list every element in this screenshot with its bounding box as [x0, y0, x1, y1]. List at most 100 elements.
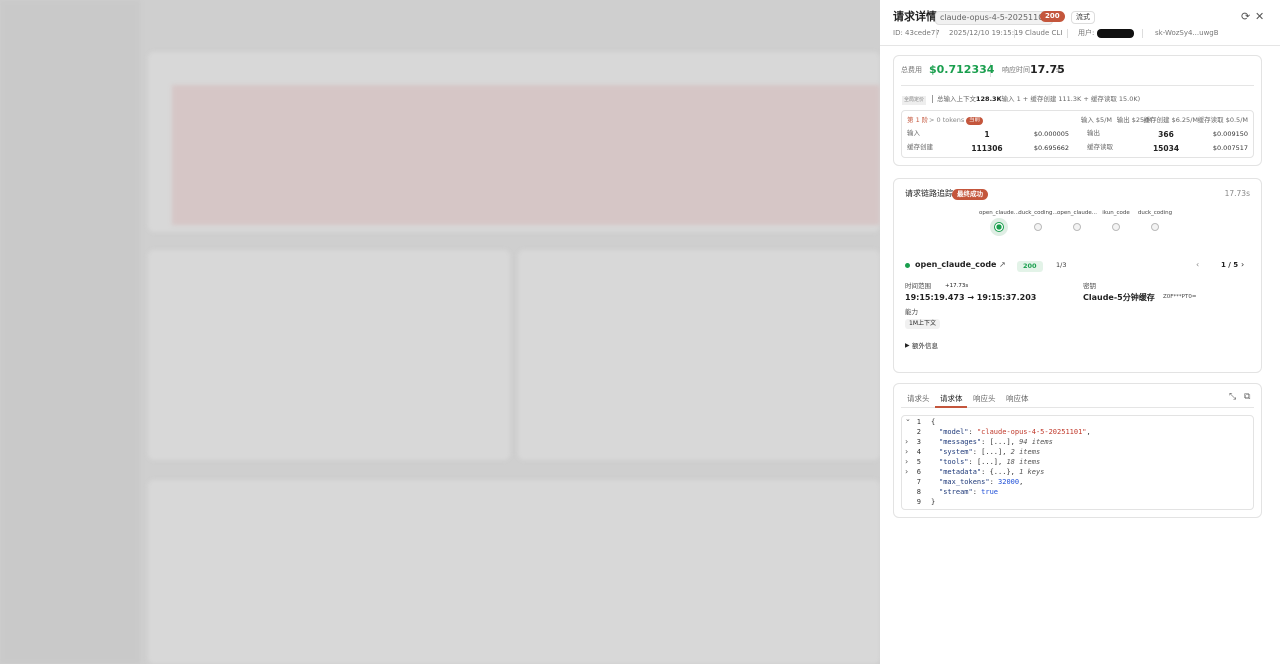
- usage-cost: $0.695662: [1033, 144, 1069, 152]
- pricing-tag: 全局定价: [902, 96, 927, 105]
- close-button[interactable]: ✕: [1255, 10, 1265, 23]
- line-number: 1: [916, 418, 921, 426]
- code-token: }: [931, 498, 936, 506]
- expand-icon[interactable]: ▶: [905, 342, 910, 349]
- separator: [1067, 29, 1068, 38]
- status-tag: 200: [1017, 261, 1043, 272]
- detail-panel: ⟳ ✕ ⤡ ⧉ 请求详情 claude-opus-4-5-20251101 200 流…: [880, 0, 1280, 664]
- fold-toggle[interactable]: ›: [905, 437, 909, 446]
- mode-tag: 流式: [1071, 11, 1095, 24]
- label: 响应时间: [1002, 66, 1030, 74]
- line-number: 5: [916, 458, 921, 466]
- attempt: 1/3: [1056, 261, 1067, 269]
- prev-button[interactable]: ‹: [1196, 260, 1200, 269]
- code-token: : {...},: [981, 468, 1015, 476]
- code-line: "messages": [...], 94 items: [939, 439, 1053, 446]
- usage-label: 输出: [1087, 129, 1100, 137]
- node-label: duck_coding...: [1018, 210, 1058, 216]
- status-dot: [905, 263, 910, 268]
- code-token: true: [981, 488, 999, 496]
- key-value: Z0F***PT0=: [1163, 294, 1197, 300]
- node-label: open_claude...: [978, 210, 1020, 216]
- usage-cost: $0.009150: [1212, 130, 1248, 138]
- code-token: "system": [939, 448, 973, 456]
- rate: 输出 $25/M: [1116, 116, 1152, 124]
- separator: [932, 95, 933, 103]
- code-token: 2 items: [1006, 448, 1041, 456]
- code-token: :: [972, 488, 982, 496]
- code-token: :: [989, 478, 999, 486]
- code-token: "claude-opus-4-5-20251101": [976, 428, 1087, 436]
- tab-underline: [935, 406, 967, 408]
- node[interactable]: [1073, 223, 1081, 231]
- status-tag: 200: [1040, 11, 1065, 22]
- node[interactable]: [1112, 223, 1120, 231]
- meta-text: 用户:: [1078, 29, 1095, 37]
- divider: [901, 407, 1254, 408]
- sidebar: [0, 0, 140, 664]
- extra-info[interactable]: 额外信息: [912, 342, 938, 350]
- log-card: [148, 480, 880, 664]
- separator: [1014, 29, 1015, 38]
- table-card: [518, 250, 880, 460]
- panel-title: 请求详情: [893, 10, 937, 23]
- tab[interactable]: 请求头: [907, 394, 930, 403]
- line-number: 8: [916, 488, 921, 496]
- divider: [880, 45, 1280, 46]
- rate: 输入 $5/M: [1080, 116, 1112, 124]
- trace-card: [893, 178, 1262, 373]
- node-active[interactable]: [994, 222, 1004, 232]
- body-card: [893, 383, 1262, 518]
- key-name: Claude-5分钟缓存: [1083, 293, 1155, 302]
- label: 密钥: [1083, 282, 1096, 290]
- code-line: {: [931, 419, 935, 426]
- collapse-button[interactable]: ⤡: [1229, 392, 1237, 402]
- code-line: "model": "claude-opus-4-5-20251101",: [939, 429, 1091, 436]
- fold-toggle[interactable]: ›: [905, 467, 909, 476]
- current-tag: 当前: [966, 117, 984, 125]
- code-line: "max_tokens": 32000,: [939, 479, 1023, 486]
- code-token: "tools": [939, 458, 969, 466]
- usage-label: 缓存读取: [1087, 143, 1113, 151]
- unit: s: [1056, 66, 1060, 74]
- fold-toggle[interactable]: ›: [905, 447, 909, 456]
- redaction: [1097, 29, 1134, 38]
- tab[interactable]: 响应头: [973, 394, 996, 403]
- result-tag: 最终成功: [952, 189, 988, 200]
- node-label: open_claude...: [1056, 210, 1098, 216]
- tier-box: [901, 110, 1254, 158]
- separator: [1142, 29, 1143, 38]
- refresh-button[interactable]: ⟳: [1241, 10, 1251, 23]
- code-token: "metadata": [939, 468, 982, 476]
- node-label: ikun_code: [1102, 210, 1130, 216]
- heatmap: [172, 85, 880, 225]
- tab[interactable]: 响应体: [1006, 394, 1029, 403]
- divider: [901, 85, 1254, 86]
- tab[interactable]: 请求体: [940, 394, 963, 403]
- divider: [990, 63, 991, 77]
- code-token: 32000: [998, 478, 1020, 486]
- table-card: [148, 250, 510, 460]
- code-token: "max_tokens": [939, 478, 990, 486]
- capability-tag: 1M上下文: [905, 319, 940, 329]
- copy-button[interactable]: ⧉: [1244, 392, 1251, 402]
- code-line: }: [931, 499, 935, 506]
- node[interactable]: [1034, 223, 1042, 231]
- usage-tokens: 1: [984, 130, 990, 139]
- cost-card: [893, 55, 1262, 166]
- label: 总费用: [901, 66, 922, 74]
- usage-tokens: 15034: [1152, 144, 1180, 153]
- duration: 17.73s: [1224, 189, 1250, 198]
- code-token: "model": [939, 428, 969, 436]
- node[interactable]: [1151, 223, 1159, 231]
- fold-toggle[interactable]: ⌄: [905, 415, 911, 423]
- time-delta: +17.73s: [945, 283, 969, 289]
- line-number: 2: [916, 428, 921, 436]
- code-token: "stream": [939, 488, 973, 496]
- code-token: : [...],: [972, 448, 1007, 456]
- next-button[interactable]: ›: [1241, 260, 1245, 269]
- fold-toggle[interactable]: ›: [905, 457, 909, 466]
- code-token: {: [931, 418, 936, 426]
- external-link[interactable]: ↗: [999, 260, 1006, 269]
- label: 时间范围: [905, 282, 931, 290]
